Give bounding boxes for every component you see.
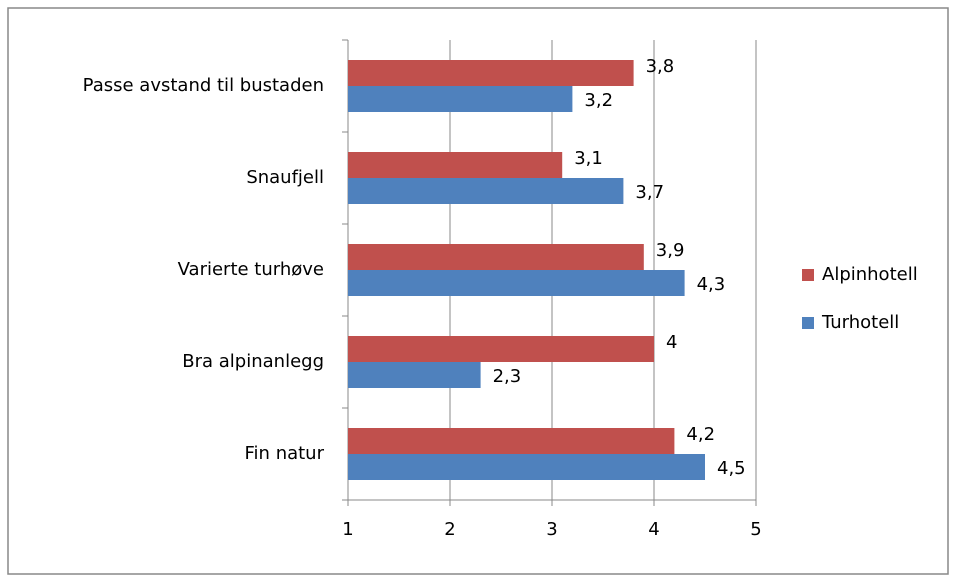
bar xyxy=(348,428,675,454)
bar xyxy=(348,86,573,112)
data-label: 4 xyxy=(666,332,677,353)
data-label: 3,1 xyxy=(574,148,603,169)
bar xyxy=(348,270,685,296)
y-tick-label: Passe avstand til bustaden xyxy=(83,75,324,96)
data-label: 2,3 xyxy=(493,366,522,387)
data-label: 3,2 xyxy=(584,90,613,111)
x-tick-label: 2 xyxy=(444,519,455,540)
bar xyxy=(348,152,563,178)
x-tick-label: 1 xyxy=(342,519,353,540)
bar xyxy=(348,60,634,86)
data-label: 3,9 xyxy=(656,240,685,261)
x-tick-label: 4 xyxy=(648,519,659,540)
y-tick-label: Varierte turhøve xyxy=(178,259,324,280)
legend-swatch xyxy=(802,269,814,281)
legend-label: Alpinhotell xyxy=(822,264,918,285)
legend-label: Turhotell xyxy=(821,312,899,333)
data-label: 3,8 xyxy=(646,56,675,77)
y-tick-label: Fin natur xyxy=(245,443,325,464)
bar xyxy=(348,454,705,480)
x-tick-label: 3 xyxy=(546,519,557,540)
data-label: 4,2 xyxy=(686,424,715,445)
bar xyxy=(348,244,644,270)
bar xyxy=(348,178,624,204)
data-label: 4,3 xyxy=(697,274,726,295)
x-tick-label: 5 xyxy=(750,519,761,540)
data-label: 3,7 xyxy=(635,182,664,203)
legend-swatch xyxy=(802,317,814,329)
bar xyxy=(348,336,654,362)
y-tick-label: Bra alpinanlegg xyxy=(182,351,324,372)
bar xyxy=(348,362,481,388)
y-tick-label: Snaufjell xyxy=(246,167,324,188)
data-label: 4,5 xyxy=(717,458,746,479)
